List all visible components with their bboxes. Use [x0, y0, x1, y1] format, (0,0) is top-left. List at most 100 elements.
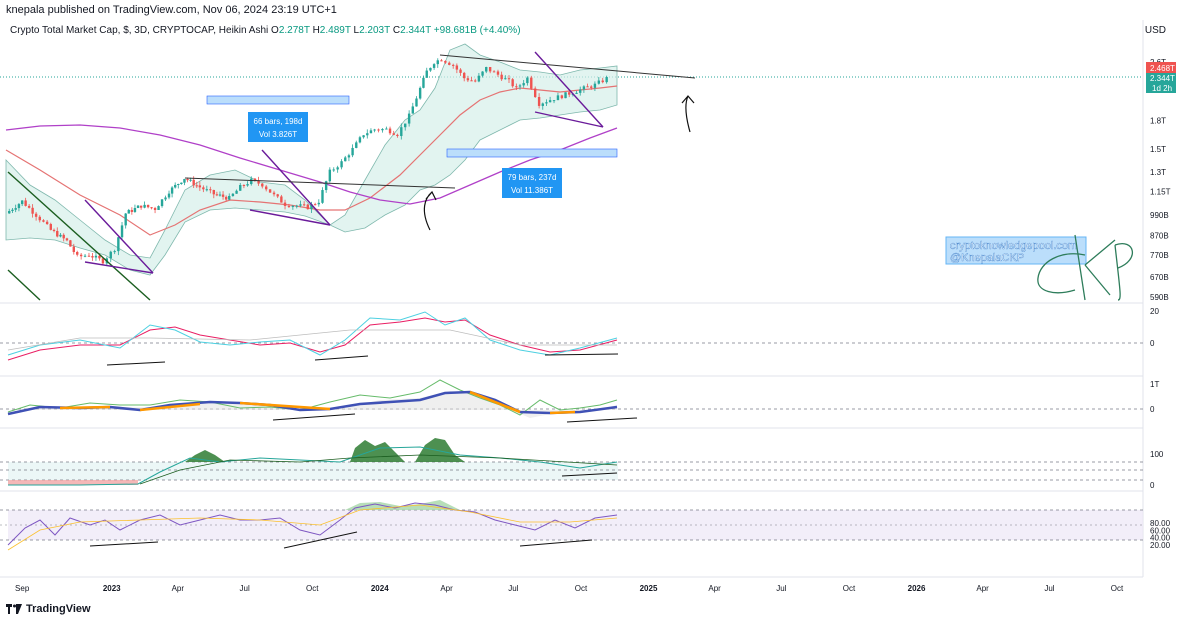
indicator-pane-2[interactable] — [0, 379, 1143, 423]
indicator-tick-label: 0 — [1150, 481, 1155, 490]
candle-body — [45, 221, 49, 225]
candle-body — [173, 184, 177, 188]
range-measure-1[interactable]: 66 bars, 198d Vol 3.826T — [206, 95, 350, 142]
pane1-line-teal — [7, 311, 618, 356]
candle-body — [436, 60, 439, 65]
candle-body — [49, 224, 52, 230]
candle-body — [139, 205, 143, 208]
time-tick-label: Jul — [508, 584, 518, 593]
time-tick-label: Jul — [240, 584, 250, 593]
indicator-pane-4[interactable] — [0, 500, 1143, 551]
open-value: 2.278T — [278, 25, 310, 36]
candle-body — [113, 251, 116, 253]
symbol-title[interactable]: Crypto Total Market Cap, $, 3D, CRYPTOCA… — [10, 25, 269, 36]
candle-body — [52, 229, 56, 231]
low-label: L — [353, 25, 360, 36]
candle-body — [31, 207, 34, 214]
candle-body — [224, 196, 228, 200]
candle-body — [280, 196, 283, 203]
candle-body — [568, 92, 571, 95]
candle-body — [564, 92, 567, 99]
candle-body — [324, 181, 328, 191]
candle-body — [164, 197, 167, 200]
candle-body — [396, 134, 399, 137]
candle-body — [56, 230, 59, 237]
price-pane[interactable]: 66 bars, 198d Vol 3.826T 79 bars, 237d V… — [0, 43, 1176, 302]
moving-average-purple — [5, 124, 618, 205]
time-tick-label: 2026 — [908, 584, 926, 593]
candle-body — [358, 137, 362, 143]
candle-body — [582, 86, 586, 90]
candle-body — [133, 207, 137, 212]
candle-body — [242, 185, 246, 187]
price-axis[interactable]: 2.6T1.8T1.5T1.3T1.15T990B870B770B670B590… — [1150, 58, 1171, 302]
candle-body — [477, 75, 481, 82]
candle-body — [407, 113, 411, 124]
candle-body — [27, 205, 31, 208]
candle-body — [366, 133, 369, 136]
candle-body — [83, 255, 87, 257]
candle-body — [579, 89, 582, 93]
candle-body — [180, 182, 183, 184]
candle-series — [8, 58, 608, 267]
time-tick-label: Jul — [1044, 584, 1054, 593]
price-tick-label: 1.3T — [1150, 168, 1166, 177]
candle-body — [127, 209, 130, 214]
indicator-pane-3[interactable] — [0, 438, 1143, 486]
tradingview-logo-icon — [6, 604, 22, 614]
candle-body — [601, 80, 604, 83]
candle-body — [597, 80, 601, 84]
candle-body — [455, 65, 459, 70]
current-price-tag: 2.344T — [1150, 74, 1175, 83]
close-value: 2.344T — [400, 25, 432, 36]
candle-body — [392, 133, 395, 135]
candle-body — [17, 204, 21, 209]
currency-label[interactable]: USD — [1144, 25, 1166, 36]
candle-body — [429, 67, 432, 71]
candle-body — [79, 254, 83, 257]
candle-body — [195, 185, 198, 187]
range-measure-2[interactable]: 79 bars, 237d Vol 11.386T — [446, 148, 618, 198]
indicator-pane-1[interactable] — [0, 311, 1143, 366]
time-axis[interactable]: Sep 2023 Apr Jul Oct 2024 Apr Jul Oct 2025 Apr Jul O… — [15, 584, 1124, 593]
candle-body — [492, 71, 496, 73]
pane3-area — [185, 438, 465, 462]
watermark-line1: cryptoknowledgepool.com — [950, 240, 1077, 252]
candle-body — [276, 194, 279, 197]
candle-body — [500, 74, 503, 80]
candle-body — [351, 147, 354, 156]
candle-body — [537, 97, 541, 106]
candle-body — [560, 95, 564, 99]
red-price-tag: 2.468T — [1150, 64, 1175, 73]
indicator-tick-label: 20.00 — [1150, 541, 1171, 550]
indicator-tick-label: 60.00 — [1150, 526, 1171, 535]
time-tick-label: 2023 — [103, 584, 121, 593]
tradingview-footer: TradingView — [6, 603, 91, 615]
bar-countdown: 1d 2h — [1152, 84, 1172, 93]
high-label: H — [312, 25, 320, 36]
price-tick-label: 870B — [1150, 231, 1169, 240]
candle-body — [336, 167, 339, 170]
price-tick-label: 670B — [1150, 273, 1169, 282]
candle-body — [212, 190, 216, 195]
price-tick-label: 1.5T — [1150, 145, 1166, 154]
candle-body — [299, 204, 302, 206]
candle-body — [177, 183, 180, 185]
candle-body — [411, 106, 415, 114]
candle-body — [440, 60, 443, 62]
candle-body — [192, 179, 195, 186]
candle-body — [317, 202, 321, 205]
candle-body — [153, 208, 157, 211]
candle-body — [136, 205, 140, 208]
candle-body — [287, 205, 291, 207]
chart-canvas[interactable]: 66 bars, 198d Vol 3.826T 79 bars, 237d V… — [0, 0, 1200, 600]
candle-body — [496, 71, 500, 75]
candle-body — [146, 204, 150, 208]
candle-body — [239, 185, 242, 191]
indicator-tick-label: 0 — [1150, 339, 1155, 348]
hand-drawn-arrows — [423, 95, 695, 231]
candle-body — [261, 183, 264, 187]
panel-separators — [0, 20, 1144, 578]
close-label: C — [392, 25, 401, 36]
range-label-1 — [248, 112, 308, 142]
